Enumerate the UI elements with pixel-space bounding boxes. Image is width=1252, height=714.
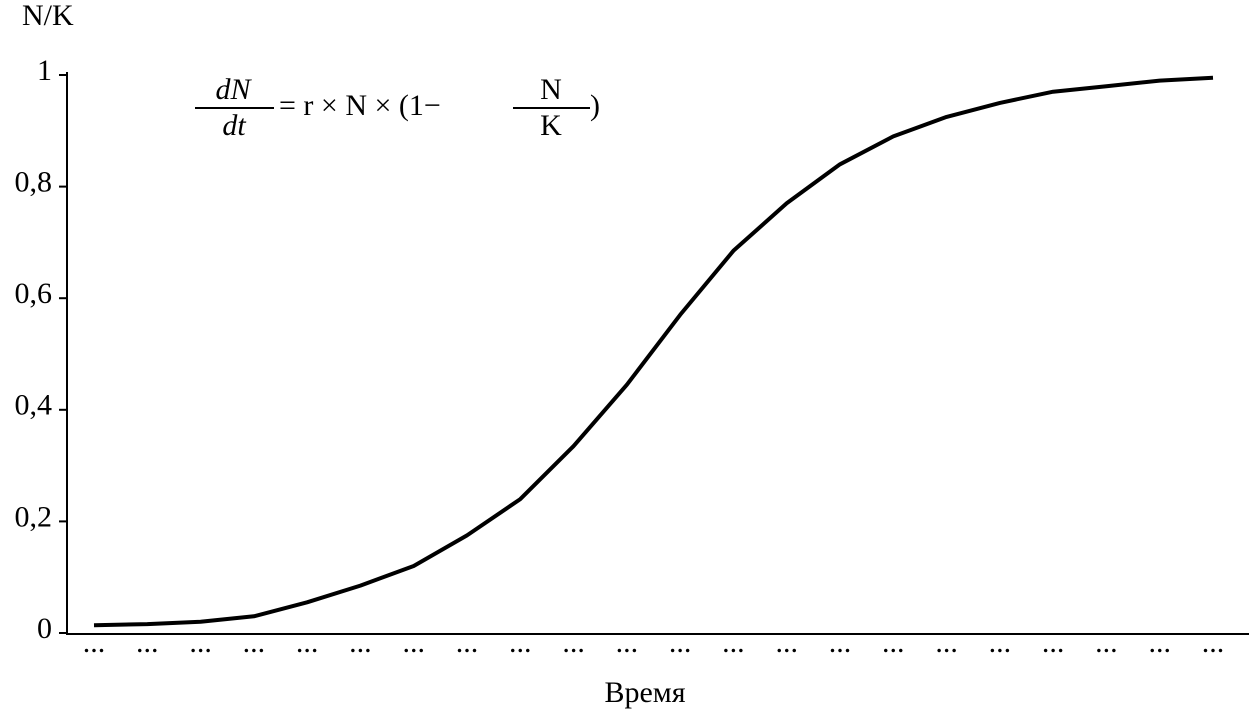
- formula-lhs-numerator: dN: [215, 73, 252, 106]
- x-axis-title: Время: [604, 676, 685, 709]
- x-tick-label: ...: [243, 626, 266, 659]
- x-tick-label: ...: [136, 626, 159, 659]
- x-tick-label: ...: [562, 626, 585, 659]
- data-line: [93, 75, 1214, 628]
- x-tick-label: ...: [775, 626, 798, 659]
- x-tick-label: ...: [722, 626, 745, 659]
- x-tick-label: ...: [1148, 626, 1171, 659]
- y-tick-label: 0,4: [15, 389, 53, 422]
- x-tick-label: ...: [456, 626, 479, 659]
- y-axis-title: N/K: [22, 0, 74, 32]
- y-tick-label: 0,6: [15, 277, 53, 310]
- formula-rhs-numerator: N: [540, 73, 562, 106]
- y-tick-label: 0,2: [15, 500, 53, 533]
- formula: dN dt = r × N × (1− N K ): [195, 73, 600, 142]
- x-tick-label: ...: [349, 626, 372, 659]
- x-tick-label: ...: [296, 626, 319, 659]
- formula-middle: = r × N × (1−: [279, 89, 441, 122]
- x-tick-label: ...: [1042, 626, 1065, 659]
- y-tick-label: 1: [37, 54, 52, 87]
- x-tick-label: ...: [935, 626, 958, 659]
- x-tick-label: ...: [83, 626, 106, 659]
- x-tick-label: ...: [1095, 626, 1118, 659]
- y-tick-label: 0: [37, 612, 52, 645]
- x-tick-label: ...: [1202, 626, 1225, 659]
- y-tick-label: 0,8: [15, 165, 53, 198]
- formula-lhs-denominator: dt: [222, 109, 246, 142]
- x-tick-label: ...: [616, 626, 639, 659]
- x-tick-label: ...: [829, 626, 852, 659]
- x-tick-label: ...: [509, 626, 532, 659]
- formula-close: ): [590, 89, 600, 122]
- x-tick-label: ...: [989, 626, 1012, 659]
- x-tick-label: ...: [882, 626, 905, 659]
- x-tick-label: ...: [402, 626, 425, 659]
- x-tick-label: ...: [669, 626, 692, 659]
- x-tick-label: ...: [189, 626, 212, 659]
- formula-rhs-denominator: K: [540, 109, 562, 142]
